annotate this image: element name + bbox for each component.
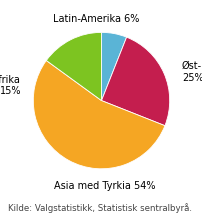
Wedge shape: [46, 32, 101, 101]
Wedge shape: [33, 61, 164, 169]
Text: Kilde: Valgstatistikk, Statistisk sentralbyrå.: Kilde: Valgstatistikk, Statistisk sentra…: [8, 203, 191, 213]
Text: Øst-Europa
25%: Øst-Europa 25%: [181, 61, 202, 83]
Text: Asia med Tyrkia 54%: Asia med Tyrkia 54%: [54, 181, 155, 191]
Text: Latin-Amerika 6%: Latin-Amerika 6%: [53, 13, 139, 24]
Wedge shape: [101, 37, 169, 126]
Text: Afrika
15%: Afrika 15%: [0, 75, 21, 96]
Wedge shape: [101, 32, 126, 101]
